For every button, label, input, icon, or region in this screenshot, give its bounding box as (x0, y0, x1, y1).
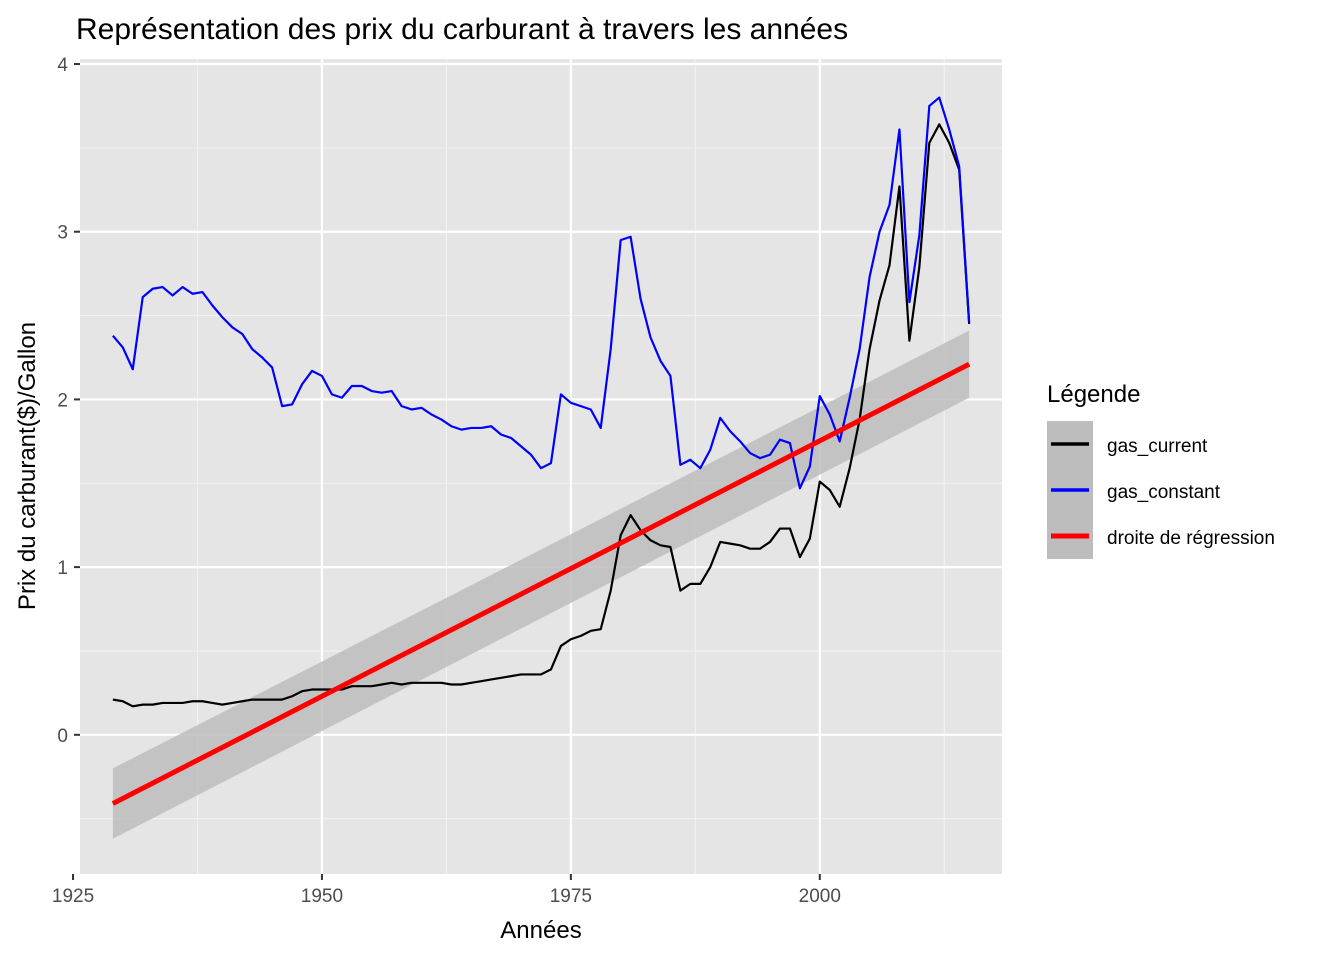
series-layer (112, 96, 971, 708)
y-tick-label: 0 (57, 726, 68, 747)
x-tick-label: 2000 (799, 886, 841, 907)
y-tick-label: 1 (57, 558, 68, 579)
legend-title: Légende (1047, 381, 1140, 408)
series-line-gas-constant (112, 96, 971, 490)
y-tick-label: 3 (57, 223, 68, 244)
series-line-gas-current (112, 123, 971, 708)
legend-keys (1047, 421, 1093, 559)
x-tick-label: 1950 (301, 886, 343, 907)
legend-label-gas-constant: gas_constant (1107, 482, 1221, 503)
y-tick-label: 4 (57, 55, 68, 76)
regression-line (111, 361, 971, 806)
x-axis: 1925 1950 1975 2000 (52, 874, 841, 907)
legend-label-gas-current: gas_current (1107, 436, 1208, 457)
y-tick-label: 2 (57, 390, 68, 411)
x-axis-title: Années (500, 917, 581, 944)
regression-layer (111, 361, 971, 806)
chart-title: Représentation des prix du carburant à t… (76, 13, 848, 46)
y-axis: 0 1 2 3 4 (57, 55, 80, 747)
legend-label-regression: droite de régression (1107, 528, 1275, 549)
legend: Légende gas_current gas_constant droite … (1047, 381, 1275, 559)
y-axis-title: Prix du carburant($)/Gallon (14, 322, 41, 610)
grid-minor (80, 59, 1002, 874)
x-tick-label: 1975 (550, 886, 592, 907)
x-tick-label: 1925 (52, 886, 94, 907)
